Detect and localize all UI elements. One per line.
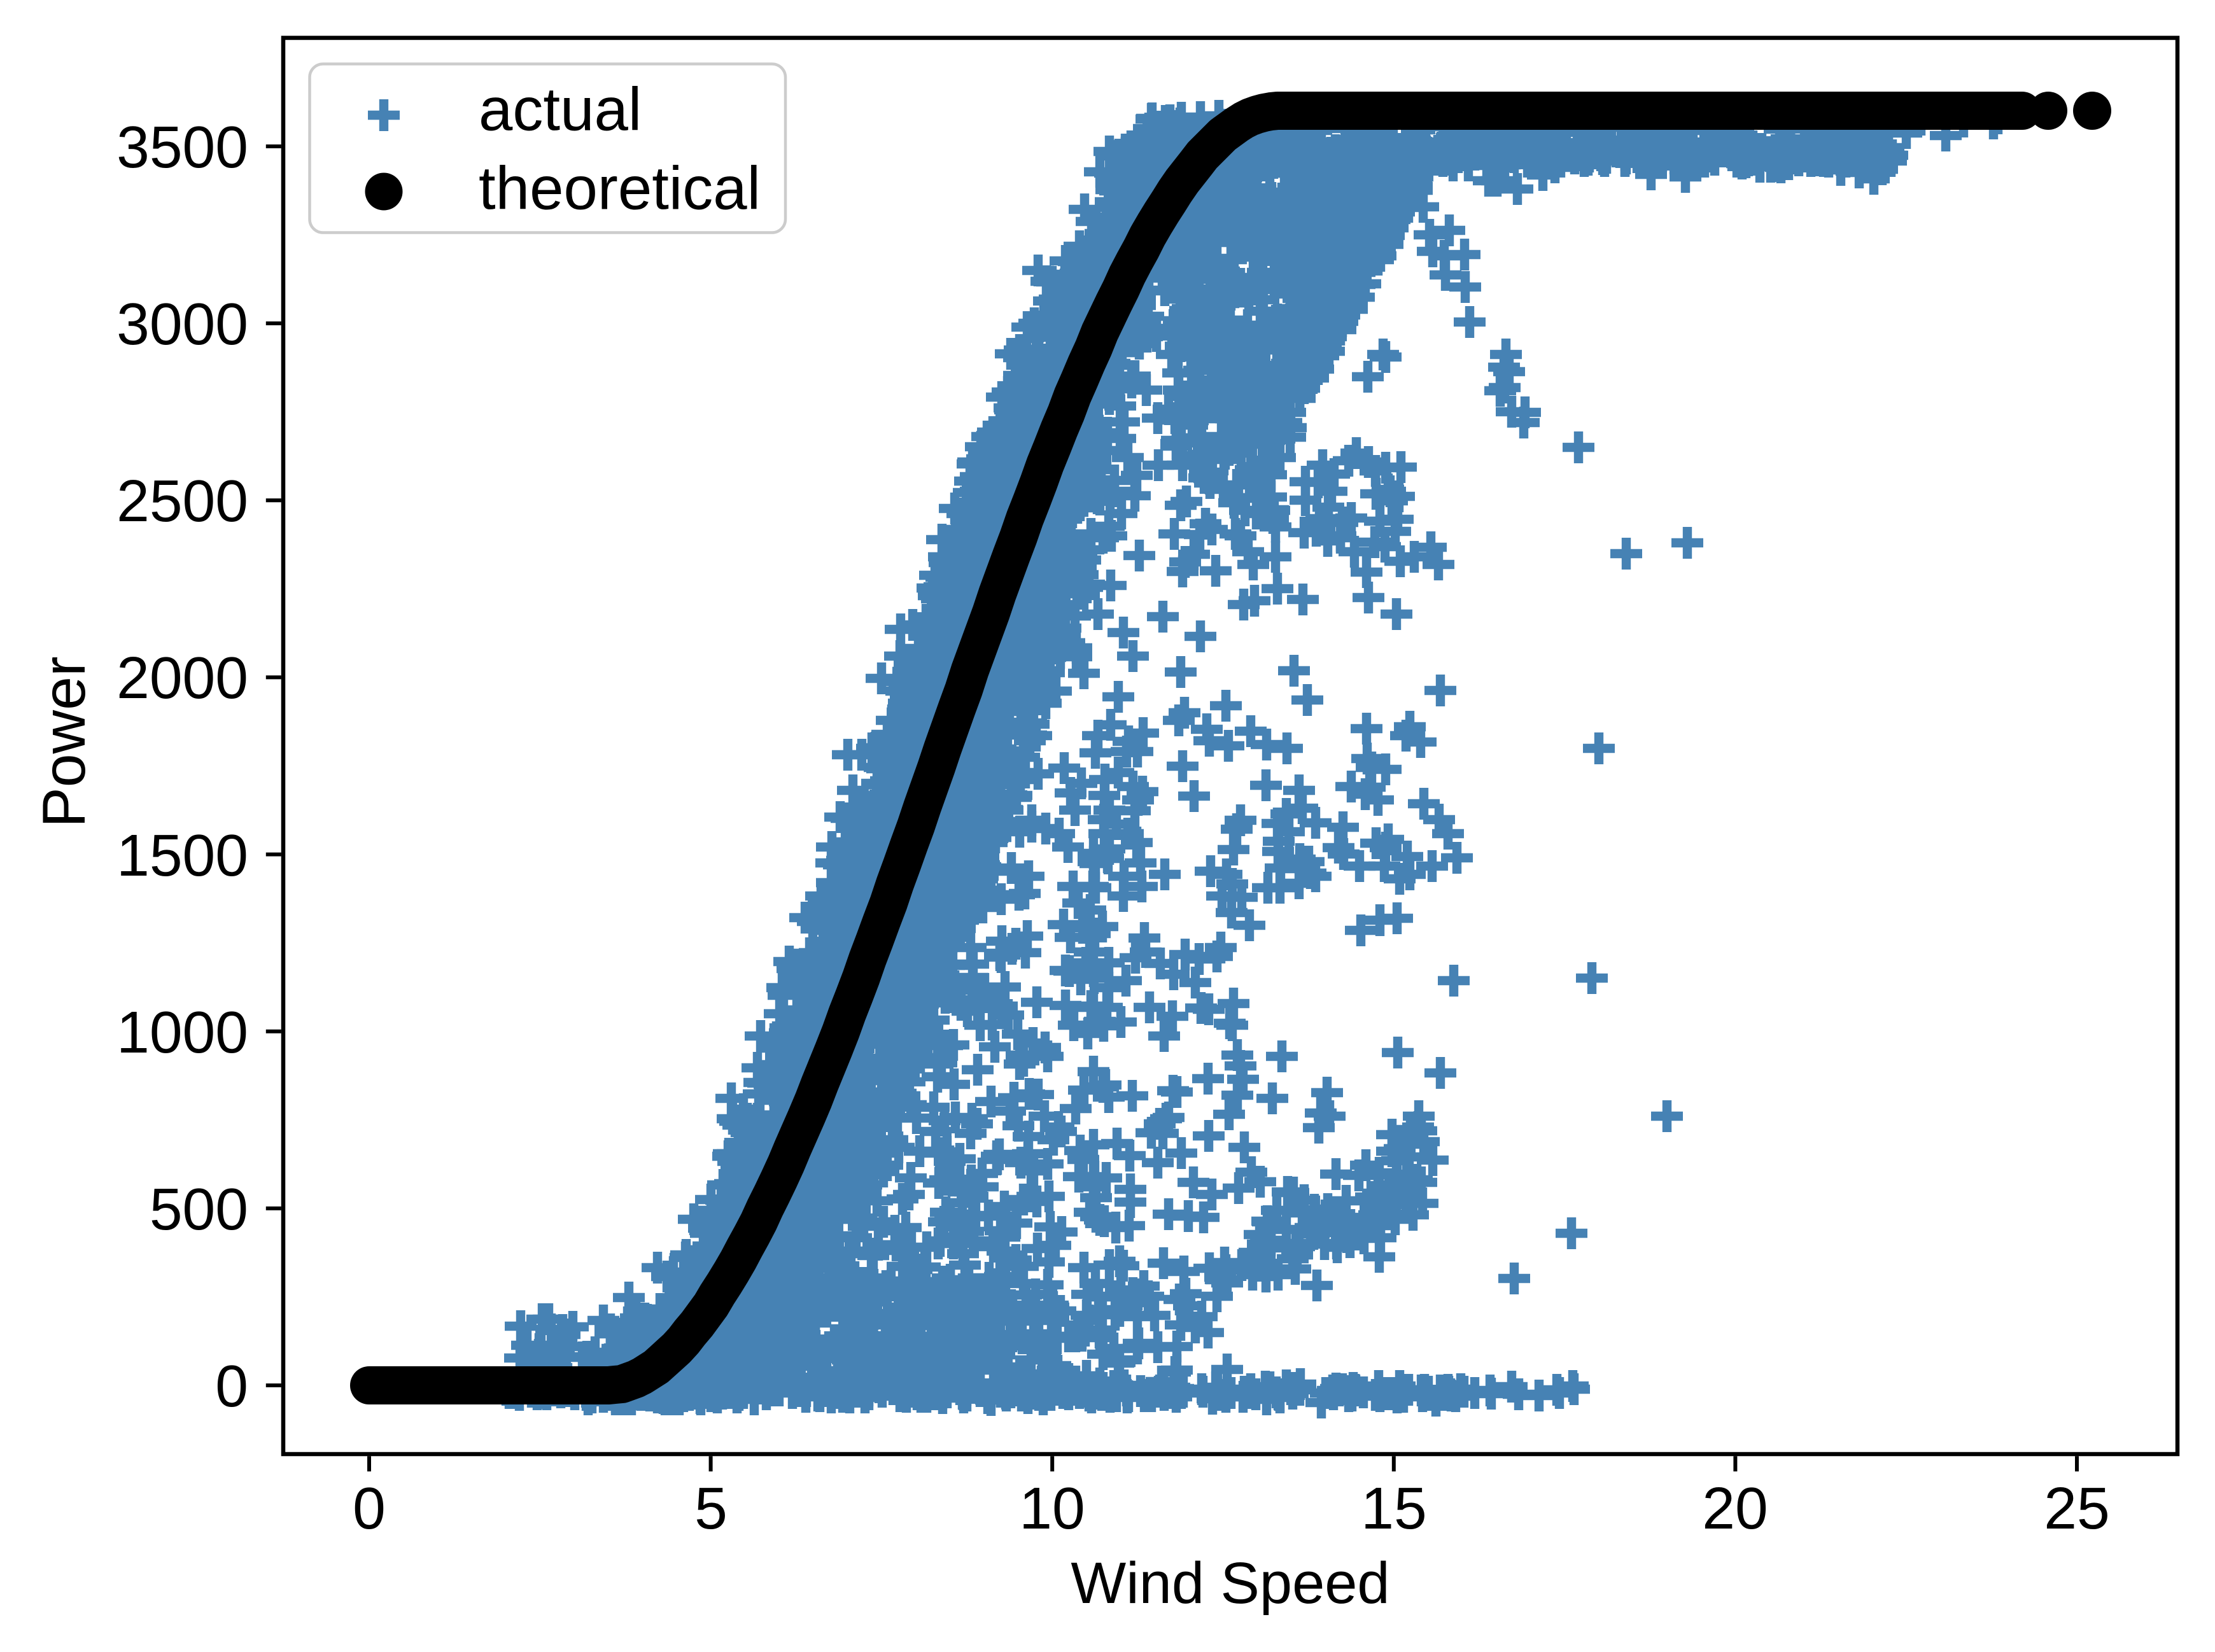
- svg-text:Power: Power: [31, 656, 98, 827]
- svg-text:10: 10: [1019, 1475, 1085, 1541]
- svg-text:5: 5: [694, 1475, 728, 1541]
- svg-text:3000: 3000: [116, 291, 248, 357]
- svg-text:500: 500: [150, 1176, 248, 1242]
- svg-text:theoretical: theoretical: [479, 155, 761, 223]
- svg-text:2500: 2500: [116, 468, 248, 534]
- svg-text:3500: 3500: [116, 114, 248, 180]
- svg-text:actual: actual: [479, 76, 642, 144]
- svg-text:2000: 2000: [116, 645, 248, 711]
- svg-text:1000: 1000: [116, 999, 248, 1065]
- svg-text:20: 20: [1702, 1475, 1768, 1541]
- svg-text:0: 0: [215, 1353, 248, 1419]
- svg-text:1500: 1500: [116, 822, 248, 888]
- svg-text:Wind Speed: Wind Speed: [1071, 1551, 1389, 1616]
- svg-text:15: 15: [1361, 1475, 1426, 1541]
- svg-text:0: 0: [353, 1475, 386, 1541]
- svg-text:25: 25: [2044, 1475, 2109, 1541]
